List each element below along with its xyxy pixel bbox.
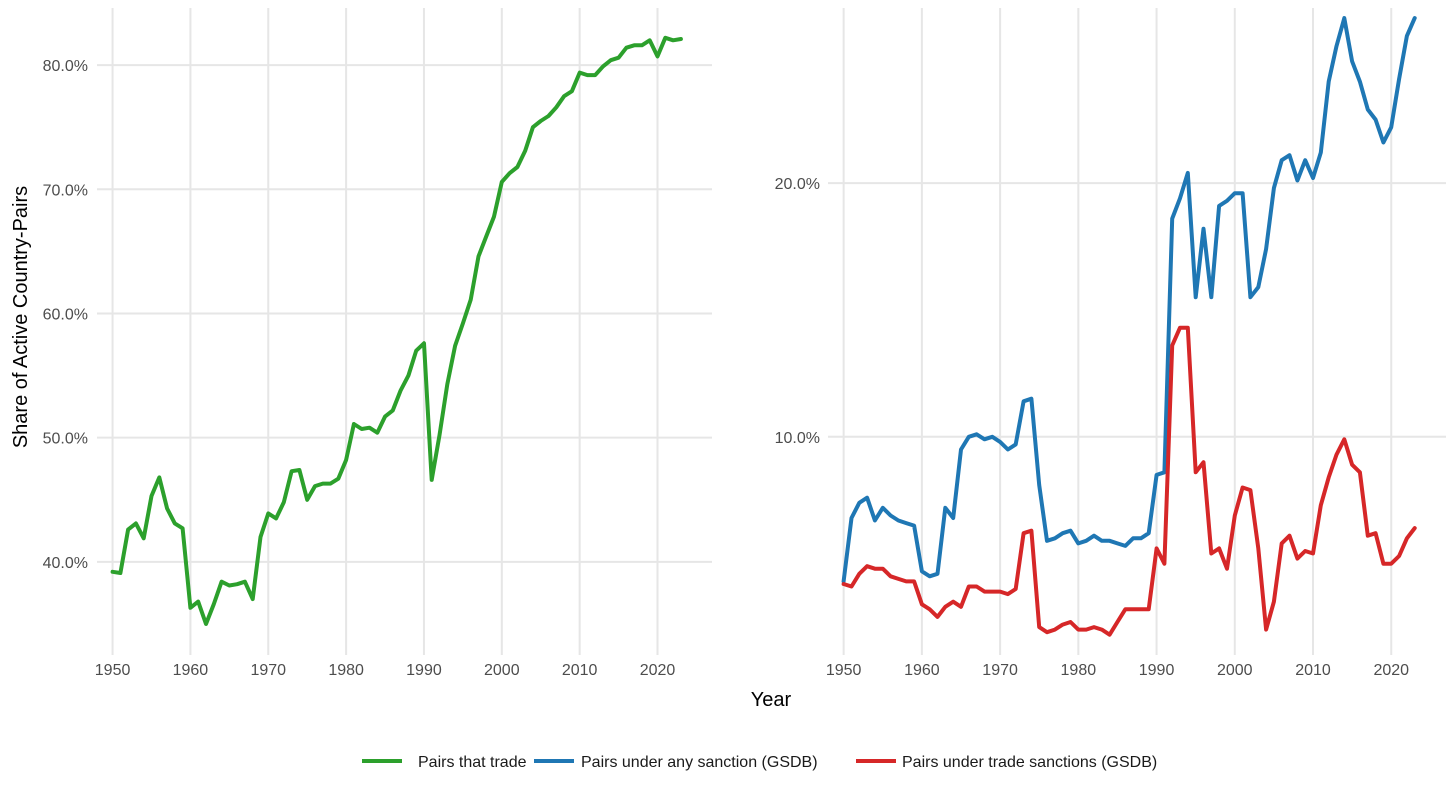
x-tick-label: 1970	[982, 662, 1018, 679]
x-axis-title: Year	[751, 689, 792, 711]
x-tick-label: 1980	[328, 662, 364, 679]
y-tick-label: 50.0%	[43, 431, 88, 448]
x-tick-label: 2020	[640, 662, 676, 679]
x-tick-label: 2010	[562, 662, 598, 679]
x-tick-label: 1990	[1139, 662, 1175, 679]
series-line-pairs-under-any-sanction-gsdb	[841, 16, 1417, 584]
x-tick-label: 1950	[95, 662, 131, 679]
legend: Pairs that trade Pairs under any sanctio…	[362, 754, 1157, 771]
x-tick-label: 1980	[1061, 662, 1097, 679]
series-line-pairs-that-trade	[110, 35, 683, 626]
y-tick-label: 40.0%	[43, 555, 88, 572]
y-tick-label: 10.0%	[775, 430, 820, 447]
x-tick-label: 1970	[250, 662, 286, 679]
x-tick-label: 1960	[173, 662, 209, 679]
x-tick-label: 1960	[904, 662, 940, 679]
legend-label-pairs-that-trade: Pairs that trade	[418, 754, 527, 771]
x-tick-label: 2020	[1373, 662, 1409, 679]
y-tick-label: 20.0%	[775, 176, 820, 193]
x-tick-label: 2000	[1217, 662, 1253, 679]
x-tick-label: 2010	[1295, 662, 1331, 679]
x-tick-label: 2000	[484, 662, 520, 679]
legend-label-any-sanction: Pairs under any sanction (GSDB)	[581, 754, 818, 771]
left-panel: 1950 1960 1970 1980 1990 2000 2010 2020 40.0% 50.…	[43, 8, 712, 679]
legend-label-trade-sanctions: Pairs under trade sanctions (GSDB)	[902, 754, 1157, 771]
right-panel: 1950 1960 1970 1980 1990 2000 2010 2020 10.0% 20.…	[775, 8, 1446, 679]
x-tick-label: 1990	[406, 662, 442, 679]
y-tick-label: 60.0%	[43, 306, 88, 323]
y-tick-label: 70.0%	[43, 182, 88, 199]
y-axis-title: Share of Active Country-Pairs	[10, 186, 32, 448]
y-tick-label: 80.0%	[43, 58, 88, 75]
series-line-pairs-under-trade-sanctions-gsdb	[841, 325, 1417, 637]
x-tick-label: 1950	[826, 662, 862, 679]
